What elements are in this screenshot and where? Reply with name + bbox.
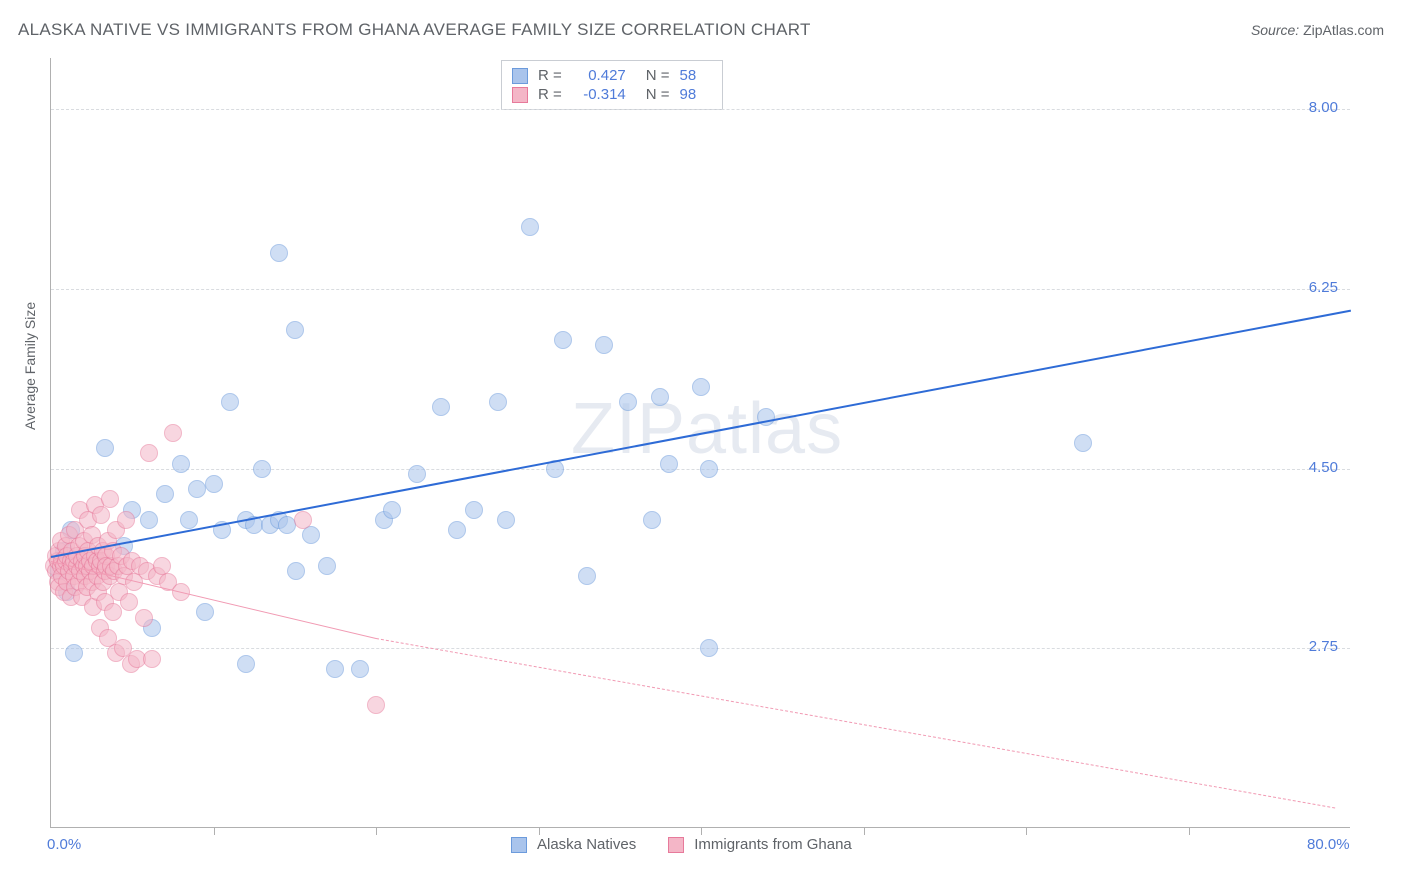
data-point-ghana (367, 696, 385, 714)
n-value: 98 (680, 86, 708, 103)
data-point-ghana (164, 424, 182, 442)
data-point-ghana (143, 650, 161, 668)
data-point-ghana (92, 506, 110, 524)
data-point-alaska (651, 388, 669, 406)
data-point-alaska (489, 393, 507, 411)
watermark: ZIPatlas (571, 388, 843, 470)
n-label: N = (646, 67, 670, 84)
data-point-alaska (326, 660, 344, 678)
data-point-alaska (521, 218, 539, 236)
x-minor-tick (376, 827, 377, 835)
data-point-alaska (286, 321, 304, 339)
data-point-alaska (643, 511, 661, 529)
data-point-alaska (692, 378, 710, 396)
x-minor-tick (539, 827, 540, 835)
data-point-ghana (120, 593, 138, 611)
series-legend: Alaska Natives Immigrants from Ghana (511, 836, 874, 853)
data-point-ghana (135, 609, 153, 627)
data-point-alaska (287, 562, 305, 580)
data-point-ghana (104, 603, 122, 621)
r-value: 0.427 (572, 67, 626, 84)
grid-line (51, 289, 1350, 290)
r-label: R = (538, 86, 562, 103)
plot-area: ZIPatlas R =0.427N =58R =-0.314N =98 Ala… (50, 58, 1350, 828)
data-point-ghana (294, 511, 312, 529)
legend-swatch (512, 87, 528, 103)
x-tick-label: 80.0% (1307, 836, 1350, 853)
data-point-alaska (140, 511, 158, 529)
data-point-alaska (660, 455, 678, 473)
data-point-alaska (196, 603, 214, 621)
data-point-alaska (172, 455, 190, 473)
n-value: 58 (680, 67, 708, 84)
data-point-alaska (619, 393, 637, 411)
source-label: Source: (1251, 22, 1299, 38)
data-point-alaska (432, 398, 450, 416)
data-point-alaska (237, 655, 255, 673)
x-tick-label: 0.0% (47, 836, 81, 853)
data-point-alaska (156, 485, 174, 503)
data-point-ghana (117, 511, 135, 529)
y-tick-label: 8.00 (1309, 99, 1338, 116)
chart-title: ALASKA NATIVE VS IMMIGRANTS FROM GHANA A… (18, 20, 811, 40)
data-point-ghana (140, 444, 158, 462)
data-point-alaska (554, 331, 572, 349)
data-point-alaska (700, 460, 718, 478)
data-point-alaska (578, 567, 596, 585)
grid-line (51, 109, 1350, 110)
data-point-alaska (318, 557, 336, 575)
data-point-ghana (101, 490, 119, 508)
x-minor-tick (701, 827, 702, 835)
n-label: N = (646, 86, 670, 103)
data-point-alaska (65, 644, 83, 662)
legend-swatch (668, 837, 684, 853)
r-label: R = (538, 67, 562, 84)
x-minor-tick (1189, 827, 1190, 835)
data-point-alaska (270, 244, 288, 262)
y-axis-label: Average Family Size (22, 302, 38, 430)
data-point-alaska (253, 460, 271, 478)
data-point-alaska (1074, 434, 1092, 452)
data-point-alaska (595, 336, 613, 354)
data-point-alaska (448, 521, 466, 539)
correlation-legend-row: R = 0.427 N = 58 (512, 66, 708, 85)
data-point-alaska (351, 660, 369, 678)
x-minor-tick (1026, 827, 1027, 835)
trend-line-alaska (51, 310, 1351, 558)
legend-swatch (512, 68, 528, 84)
r-value: -0.314 (572, 86, 626, 103)
correlation-legend: R = 0.427 N = 58 R = -0.314 N = 98 (501, 60, 723, 110)
x-minor-tick (864, 827, 865, 835)
data-point-alaska (700, 639, 718, 657)
source-attribution: Source: ZipAtlas.com (1251, 22, 1384, 38)
source-value: ZipAtlas.com (1303, 22, 1384, 38)
data-point-alaska (96, 439, 114, 457)
x-minor-tick (214, 827, 215, 835)
legend-series-label: Alaska Natives (537, 836, 636, 853)
y-tick-label: 2.75 (1309, 638, 1338, 655)
data-point-alaska (205, 475, 223, 493)
correlation-legend-row: R = -0.314 N = 98 (512, 85, 708, 104)
data-point-alaska (408, 465, 426, 483)
legend-swatch (511, 837, 527, 853)
data-point-alaska (180, 511, 198, 529)
data-point-alaska (302, 526, 320, 544)
y-tick-label: 6.25 (1309, 279, 1338, 296)
data-point-alaska (221, 393, 239, 411)
data-point-alaska (497, 511, 515, 529)
data-point-alaska (465, 501, 483, 519)
trend-line-ghana (376, 638, 1335, 808)
legend-series-label: Immigrants from Ghana (694, 836, 852, 853)
y-tick-label: 4.50 (1309, 459, 1338, 476)
data-point-alaska (383, 501, 401, 519)
